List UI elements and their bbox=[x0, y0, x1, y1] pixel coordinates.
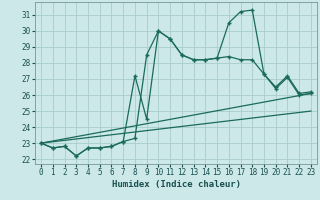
X-axis label: Humidex (Indice chaleur): Humidex (Indice chaleur) bbox=[111, 180, 241, 189]
